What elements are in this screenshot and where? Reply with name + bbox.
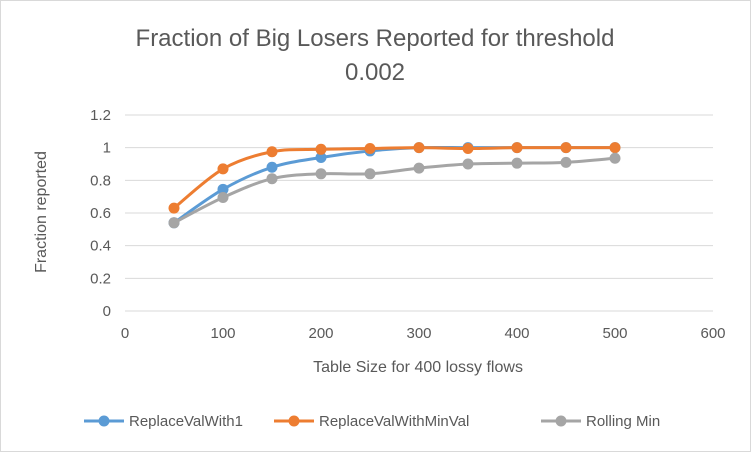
legend-label: ReplaceValWith1 [129,413,243,430]
data-point-rolling-min [315,168,327,180]
data-point-replacevalwithminval [315,143,327,155]
legend-swatch-marker [98,415,110,427]
x-tick-label: 200 [308,325,333,342]
legend: ReplaceValWith1 ReplaceValWithMinVal Rolli… [84,413,660,430]
y-tick-label: 1 [103,140,111,157]
x-tick-label: 600 [700,325,725,342]
y-axis-ticks: 0 0.2 0.4 0.6 0.8 1 1.2 [90,107,111,320]
chart-title: Fraction of Big Losers Reported for thre… [136,25,615,86]
data-point-replacevalwithminval [217,163,229,175]
legend-swatch-marker [555,415,567,427]
legend-label: Rolling Min [586,413,660,430]
y-tick-label: 0 [103,303,111,320]
y-tick-label: 1.2 [90,107,111,124]
y-tick-label: 0.4 [90,238,111,255]
data-point-replacevalwithminval [168,202,180,214]
series-replacevalwith1 [168,142,621,229]
data-point-rolling-min [168,217,180,229]
data-point-rolling-min [609,152,621,164]
y-tick-label: 0.8 [90,172,111,189]
series-line-replacevalwith1 [172,145,617,225]
data-point-rolling-min [413,162,425,174]
data-point-replacevalwith1 [266,161,278,173]
legend-item-rolling-min: Rolling Min [541,413,660,430]
data-point-rolling-min [511,157,523,169]
series-rolling-min [168,152,621,229]
x-tick-label: 400 [504,325,529,342]
x-axis-label: Table Size for 400 lossy flows [313,359,523,376]
data-point-replacevalwithminval [609,142,621,154]
series-line-rolling-min [172,156,617,225]
x-tick-label: 300 [406,325,431,342]
data-point-rolling-min [462,158,474,170]
legend-item-replacevalwithminval: ReplaceValWithMinVal [274,413,469,430]
legend-label: ReplaceValWithMinVal [319,413,469,430]
data-point-replacevalwithminval [413,142,425,154]
y-tick-label: 0.2 [90,270,111,287]
data-point-replacevalwith1 [217,183,229,195]
legend-item-replacevalwith1: ReplaceValWith1 [84,413,243,430]
y-axis-label: Fraction reported [33,151,50,273]
data-point-rolling-min [364,168,376,180]
x-tick-label: 0 [121,325,129,342]
legend-swatch-marker [288,415,300,427]
data-point-replacevalwithminval [462,142,474,154]
chart-title-line-2: 0.002 [345,59,405,86]
data-point-replacevalwith1 [315,151,327,163]
data-point-replacevalwithminval [364,142,376,154]
series-replacevalwithminval [168,142,621,214]
x-axis-ticks: 0 100 200 300 400 500 600 [121,325,726,342]
y-tick-label: 0.6 [90,205,111,222]
data-point-rolling-min [560,156,572,168]
series-line-replacevalwithminval [172,146,617,210]
chart-title-line-1: Fraction of Big Losers Reported for thre… [136,25,615,52]
data-point-replacevalwithminval [266,146,278,158]
data-point-replacevalwithminval [511,142,523,154]
x-tick-label: 100 [210,325,235,342]
series-layer [168,142,621,229]
data-point-replacevalwithminval [560,142,572,154]
x-tick-label: 500 [602,325,627,342]
data-point-rolling-min [217,191,229,203]
data-point-rolling-min [266,173,278,185]
